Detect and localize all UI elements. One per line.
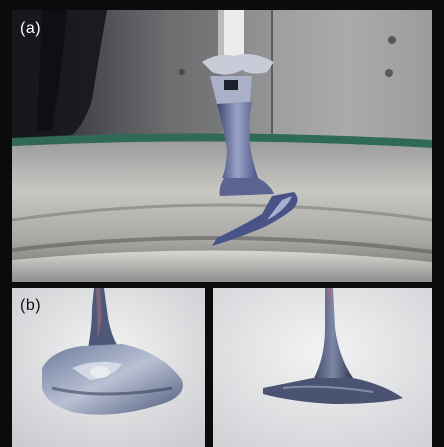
panel-a-photo: (a) (12, 10, 432, 282)
panel-b-right-image (213, 288, 432, 447)
panel-b-label: (b) (20, 297, 42, 314)
panel-b-right-photo (213, 288, 432, 447)
panel-b-left-photo: (b) (12, 288, 205, 447)
panel-a-image (12, 10, 432, 282)
panel-b-left-image (12, 288, 205, 447)
panel-a-label: (a) (20, 20, 42, 37)
